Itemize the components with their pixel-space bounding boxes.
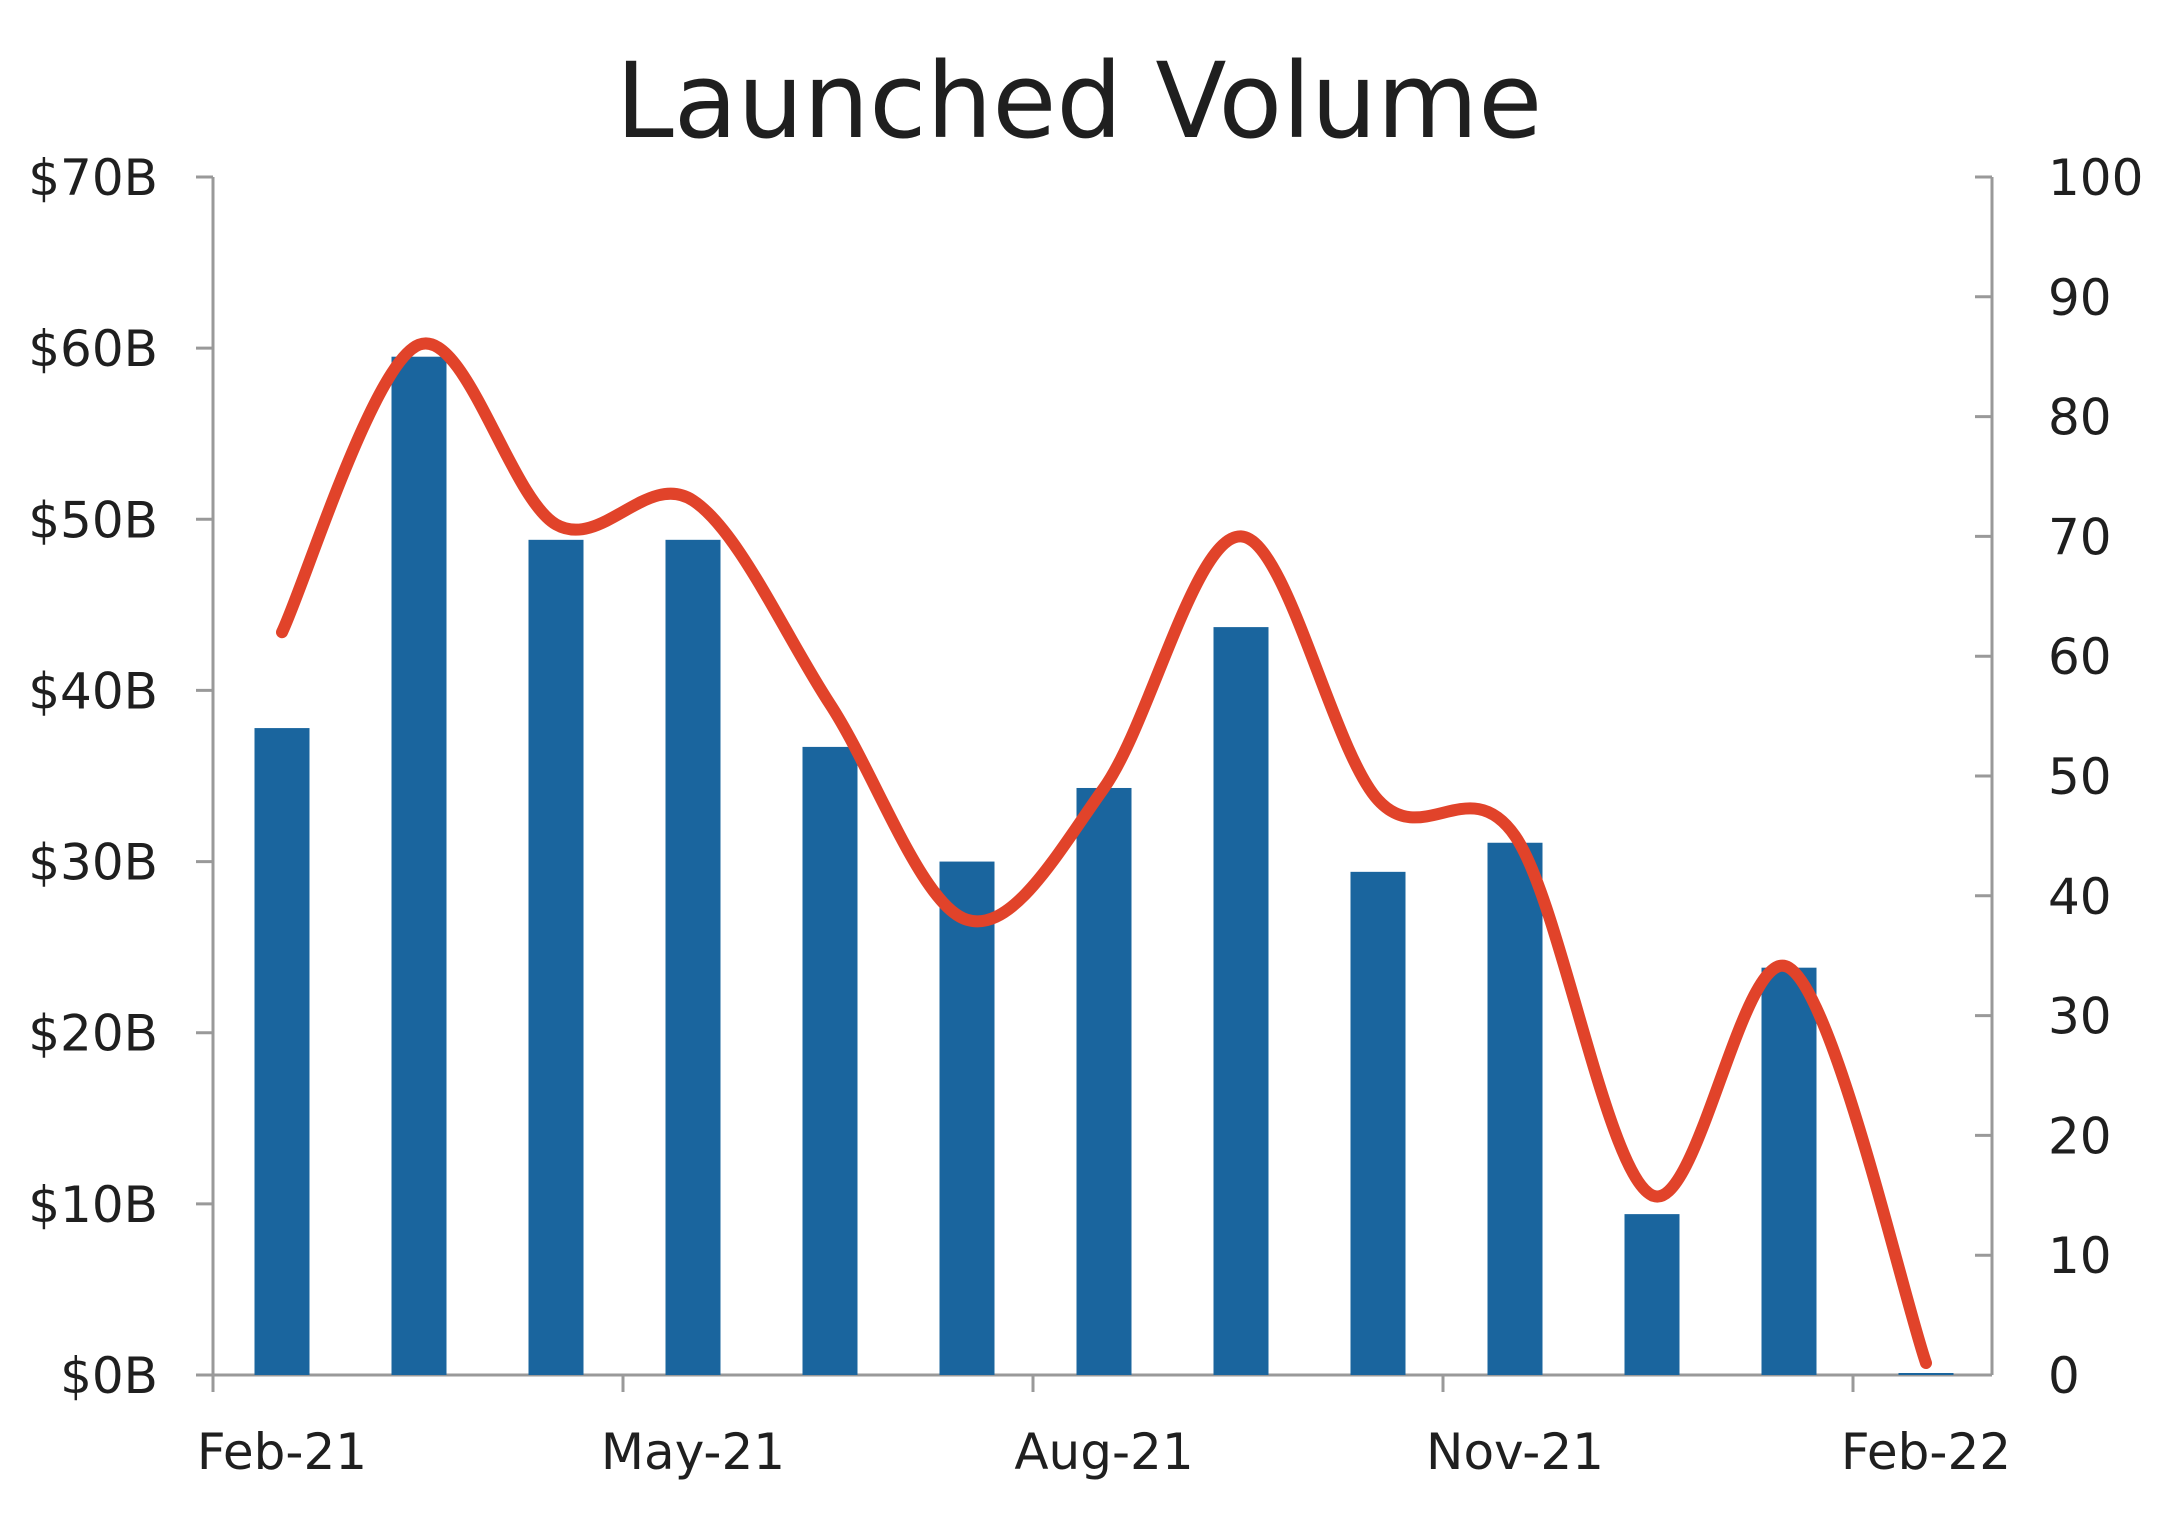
y-right-tick-label: 70 [2048, 508, 2112, 566]
chart-title: Launched Volume [615, 40, 1543, 162]
bar [1624, 1214, 1680, 1375]
y-right-tick-label: 90 [2048, 269, 2112, 327]
y-left-tick-label: $20B [28, 1005, 158, 1063]
x-tick-label: Nov-21 [1426, 1423, 1604, 1481]
bar [1761, 967, 1817, 1375]
x-tick-label: Feb-21 [197, 1423, 367, 1481]
y-right-tick-label: 60 [2048, 628, 2112, 686]
y-right-tick-label: 100 [2048, 149, 2143, 207]
line-path [276, 337, 1932, 1370]
bar [391, 356, 447, 1375]
x-tick-label: Feb-22 [1841, 1423, 2011, 1481]
x-axis-labels: Feb-21 May-21 Aug-21 Nov-21 Feb-22 [197, 1423, 2011, 1481]
bar [1350, 871, 1406, 1375]
x-tick-label: May-21 [601, 1423, 785, 1481]
y-axis-left-labels: $0B $10B $20B $30B $40B $50B $60B $70B [28, 149, 158, 1405]
y-axis-right-labels: 0 10 20 30 40 50 60 70 80 90 100 [2048, 149, 2143, 1405]
y-left-tick-label: $70B [28, 149, 158, 207]
y-right-tick-label: 10 [2048, 1227, 2112, 1285]
bar [1487, 842, 1543, 1375]
bars-series [254, 356, 1954, 1375]
y-left-tick-label: $40B [28, 662, 158, 720]
y-right-tick-label: 20 [2048, 1107, 2112, 1165]
bar [254, 728, 310, 1375]
bar [1898, 1373, 1954, 1375]
line-series [276, 337, 1932, 1370]
y-right-tick-label: 50 [2048, 748, 2112, 806]
y-left-tick-label: $30B [28, 834, 158, 892]
bar [528, 539, 584, 1375]
bar [802, 746, 858, 1375]
bar [1213, 627, 1269, 1375]
bar [665, 539, 721, 1375]
y-right-tick-label: 0 [2048, 1347, 2080, 1405]
y-left-tick-label: $0B [60, 1347, 158, 1405]
bar [1076, 787, 1132, 1375]
bar [939, 861, 995, 1375]
y-left-tick-label: $10B [28, 1176, 158, 1234]
y-left-tick-label: $50B [28, 491, 158, 549]
y-right-tick-label: 80 [2048, 389, 2112, 447]
y-right-tick-label: 30 [2048, 988, 2112, 1046]
y-left-tick-label: $60B [28, 320, 158, 378]
y-right-tick-label: 40 [2048, 868, 2112, 926]
x-tick-label: Aug-21 [1014, 1423, 1193, 1481]
